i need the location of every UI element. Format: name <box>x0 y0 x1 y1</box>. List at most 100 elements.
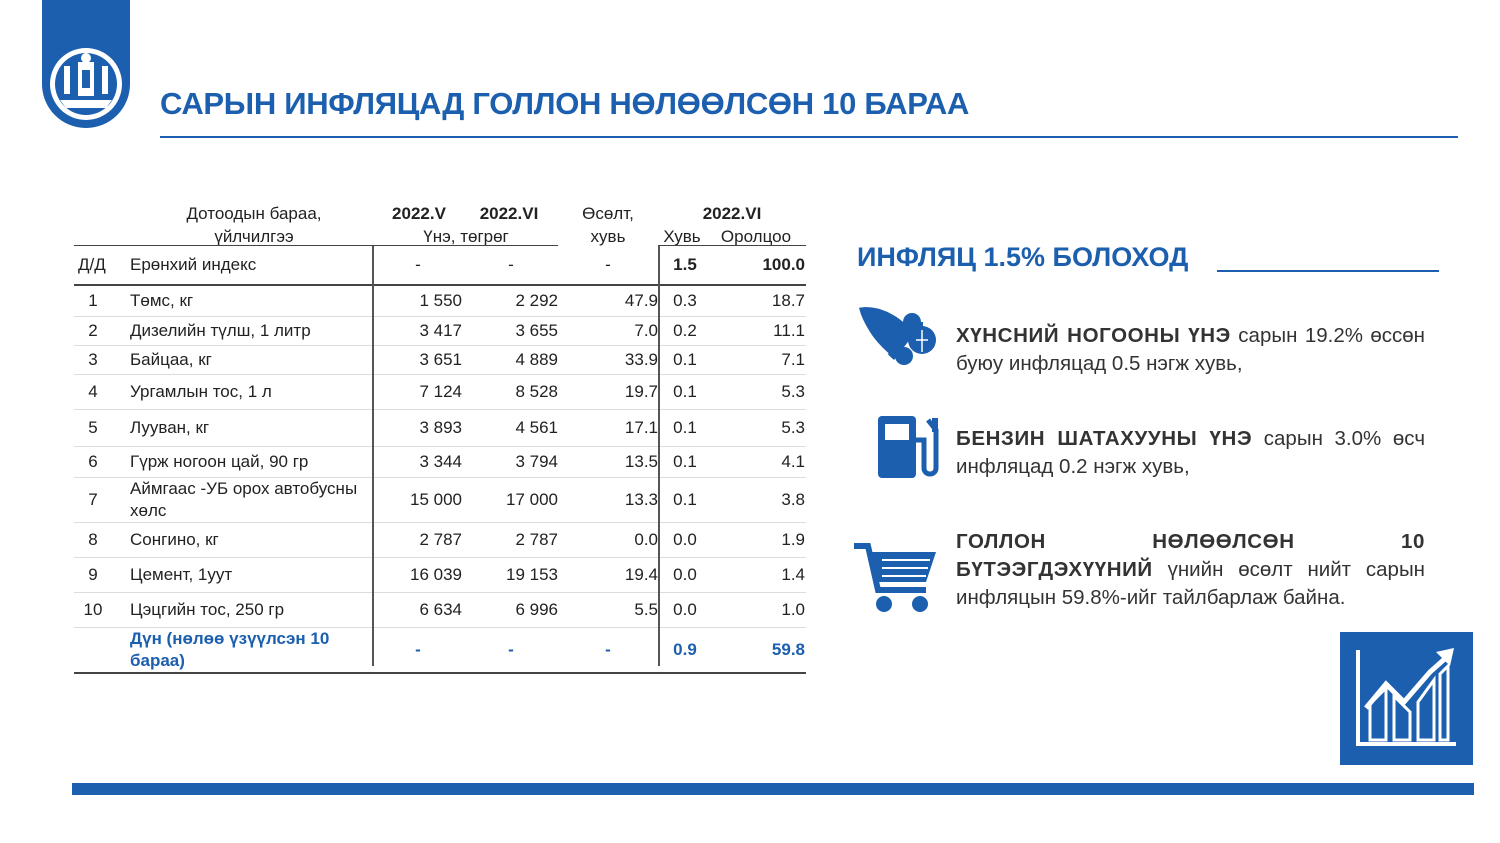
row-share: 0.3 <box>673 291 697 310</box>
table-row: 6 Гүрж ногоон цай, 90 гр 3 344 3 794 13.5 0.1… <box>74 447 806 478</box>
total-name: Дүн (нөлөө үзүүлсэн 10 бараа) <box>130 629 330 670</box>
header-name-line1: Дотоодын бараа, <box>186 204 322 223</box>
point-top10: ГОЛЛОН НӨЛӨӨЛСӨН 10 БҮТЭЭГДЭХҮҮНИЙ үнийн… <box>956 528 1425 612</box>
point-vegetables: ХҮНСНИЙ НОГООНЫ ҮНЭ сарын 19.2% өссөн бу… <box>956 322 1425 378</box>
row-share: 1.5 <box>673 255 697 274</box>
header-may: 2022.V <box>392 204 446 223</box>
total-growth: - <box>605 640 611 659</box>
row-number: 3 <box>88 350 98 369</box>
header-rule <box>374 245 558 246</box>
row-jun: 3 655 <box>515 321 558 340</box>
page-title: САРЫН ИНФЛЯЦАД ГОЛЛОН НӨЛӨӨЛСӨН 10 БАРАА <box>160 86 970 121</box>
row-growth: 17.1 <box>624 418 658 437</box>
table-header: Дотоодын бараа, үйлчилгээ 2022.V 2022.VI … <box>74 198 806 246</box>
row-name: Ургамлын тос, 1 л <box>130 382 272 401</box>
point-vegetables-text: сарын 19.2% өссөн буюу инфляцад 0.5 нэгж… <box>956 324 1426 375</box>
row-growth: 33.9 <box>624 350 658 369</box>
table-row: 9 Цемент, 1уут 16 039 19 153 19.4 0.0 1.4 <box>74 558 806 593</box>
row-number: 4 <box>88 382 98 401</box>
row-number: 2 <box>88 321 98 340</box>
row-growth: 5.5 <box>634 600 658 619</box>
row-may: - <box>415 255 421 274</box>
row-name: Сонгино, кг <box>130 530 219 549</box>
row-contribution: 11.1 <box>773 321 805 340</box>
row-may: 6 634 <box>419 600 462 619</box>
row-may: 15 000 <box>410 490 462 509</box>
row-growth: 13.3 <box>624 490 658 509</box>
column-divider <box>372 246 374 666</box>
row-number: 5 <box>88 418 98 437</box>
emblem-icon <box>42 0 130 128</box>
row-may: 1 550 <box>419 291 462 310</box>
header-name-line2: үйлчилгээ <box>214 227 294 246</box>
row-share: 0.1 <box>673 452 697 471</box>
shopping-cart-icon <box>852 538 940 623</box>
table-row: 10 Цэцгийн тос, 250 гр 6 634 6 996 5.5 0.0 1.0 <box>74 593 806 628</box>
row-contribution: 5.3 <box>781 382 805 401</box>
row-contribution: 4.1 <box>781 452 805 471</box>
table-row: 7 Аймгаас -УБ орох автобусны хөлс 15 000 17… <box>74 478 806 523</box>
row-growth: - <box>605 255 611 274</box>
point-fuel: БЕНЗИН ШАТАХУУНЫ ҮНЭ сарын 3.0% өсч инфл… <box>956 425 1425 481</box>
row-contribution: 3.8 <box>781 490 805 509</box>
row-name: Байцаа, кг <box>130 350 212 369</box>
row-jun: - <box>508 255 514 274</box>
row-may: 3 651 <box>419 350 462 369</box>
header-name: Дотоодын бараа, үйлчилгээ <box>134 202 374 248</box>
row-share: 0.2 <box>673 321 697 340</box>
total-row: Дүн (нөлөө үзүүлсэн 10 бараа) - - - 0.9 … <box>74 628 806 674</box>
table-row: 2 Дизелийн түлш, 1 литр 3 417 3 655 7.0 0.2 11… <box>74 317 806 346</box>
title-divider <box>160 136 1458 138</box>
row-jun: 4 561 <box>515 418 558 437</box>
row-name: Төмс, кг <box>130 291 194 310</box>
row-growth: 0.0 <box>634 530 658 549</box>
vegetable-basket-icon <box>856 300 942 373</box>
row-jun: 2 787 <box>515 530 558 549</box>
fuel-pump-icon <box>876 410 942 485</box>
row-jun: 17 000 <box>506 490 558 509</box>
row-contribution: 7.1 <box>781 350 805 369</box>
row-may: 3 417 <box>419 321 462 340</box>
table-row: 1 Төмс, кг 1 550 2 292 47.9 0.3 18.7 <box>74 286 806 317</box>
row-number: 9 <box>88 565 98 584</box>
header-price-unit: Үнэ, төгрөг <box>423 227 509 246</box>
column-divider <box>658 246 660 666</box>
row-contribution: 1.4 <box>781 565 805 584</box>
row-share: 0.1 <box>673 490 697 509</box>
row-jun: 8 528 <box>515 382 558 401</box>
row-name: Цемент, 1уут <box>130 565 233 584</box>
row-growth: 19.7 <box>624 382 658 401</box>
row-name: Ерөнхий индекс <box>130 255 257 274</box>
row-name: Аймгаас -УБ орох автобусны хөлс <box>130 479 358 520</box>
point-vegetables-bold: ХҮНСНИЙ НОГООНЫ ҮНЭ <box>956 324 1231 347</box>
header-growth-unit: хувь <box>590 227 626 246</box>
row-contribution: 5.3 <box>781 418 805 437</box>
header-rule <box>74 245 374 246</box>
row-may: 2 787 <box>419 530 462 549</box>
row-growth: 7.0 <box>634 321 658 340</box>
row-number: 10 <box>83 600 103 619</box>
point-top10-text: үнийн өсөлт нийт сарын инфляцын 59.8%-ий… <box>956 558 1425 609</box>
row-jun: 2 292 <box>515 291 558 310</box>
emblem-logo <box>42 0 130 128</box>
row-number: 7 <box>88 490 98 509</box>
row-number: Д/Д <box>78 255 106 274</box>
header-growth: Өсөлт, <box>582 204 634 223</box>
header-jun: 2022.VI <box>479 204 539 223</box>
header-share: Хувь <box>663 227 701 246</box>
row-share: 0.0 <box>673 530 697 549</box>
total-jun: - <box>508 640 514 659</box>
heading-underline <box>1217 270 1439 272</box>
point-fuel-text: сарын 3.0% өсч инфляцад 0.2 нэгж хувь, <box>956 427 1425 478</box>
point-top10-bold: ГОЛЛОН НӨЛӨӨЛСӨН 10 БҮТЭЭГДЭХҮҮНИЙ <box>956 530 1425 581</box>
row-growth: 19.4 <box>624 565 658 584</box>
total-contribution: 59.8 <box>771 640 805 659</box>
row-may: 7 124 <box>419 382 462 401</box>
row-share: 0.1 <box>673 350 697 369</box>
header-rule <box>658 245 806 246</box>
growth-chart-icon <box>1340 632 1473 765</box>
row-name: Дизелийн түлш, 1 литр <box>130 321 311 340</box>
row-jun: 19 153 <box>506 565 558 584</box>
row-share: 0.1 <box>673 382 697 401</box>
row-number: 1 <box>88 291 98 310</box>
